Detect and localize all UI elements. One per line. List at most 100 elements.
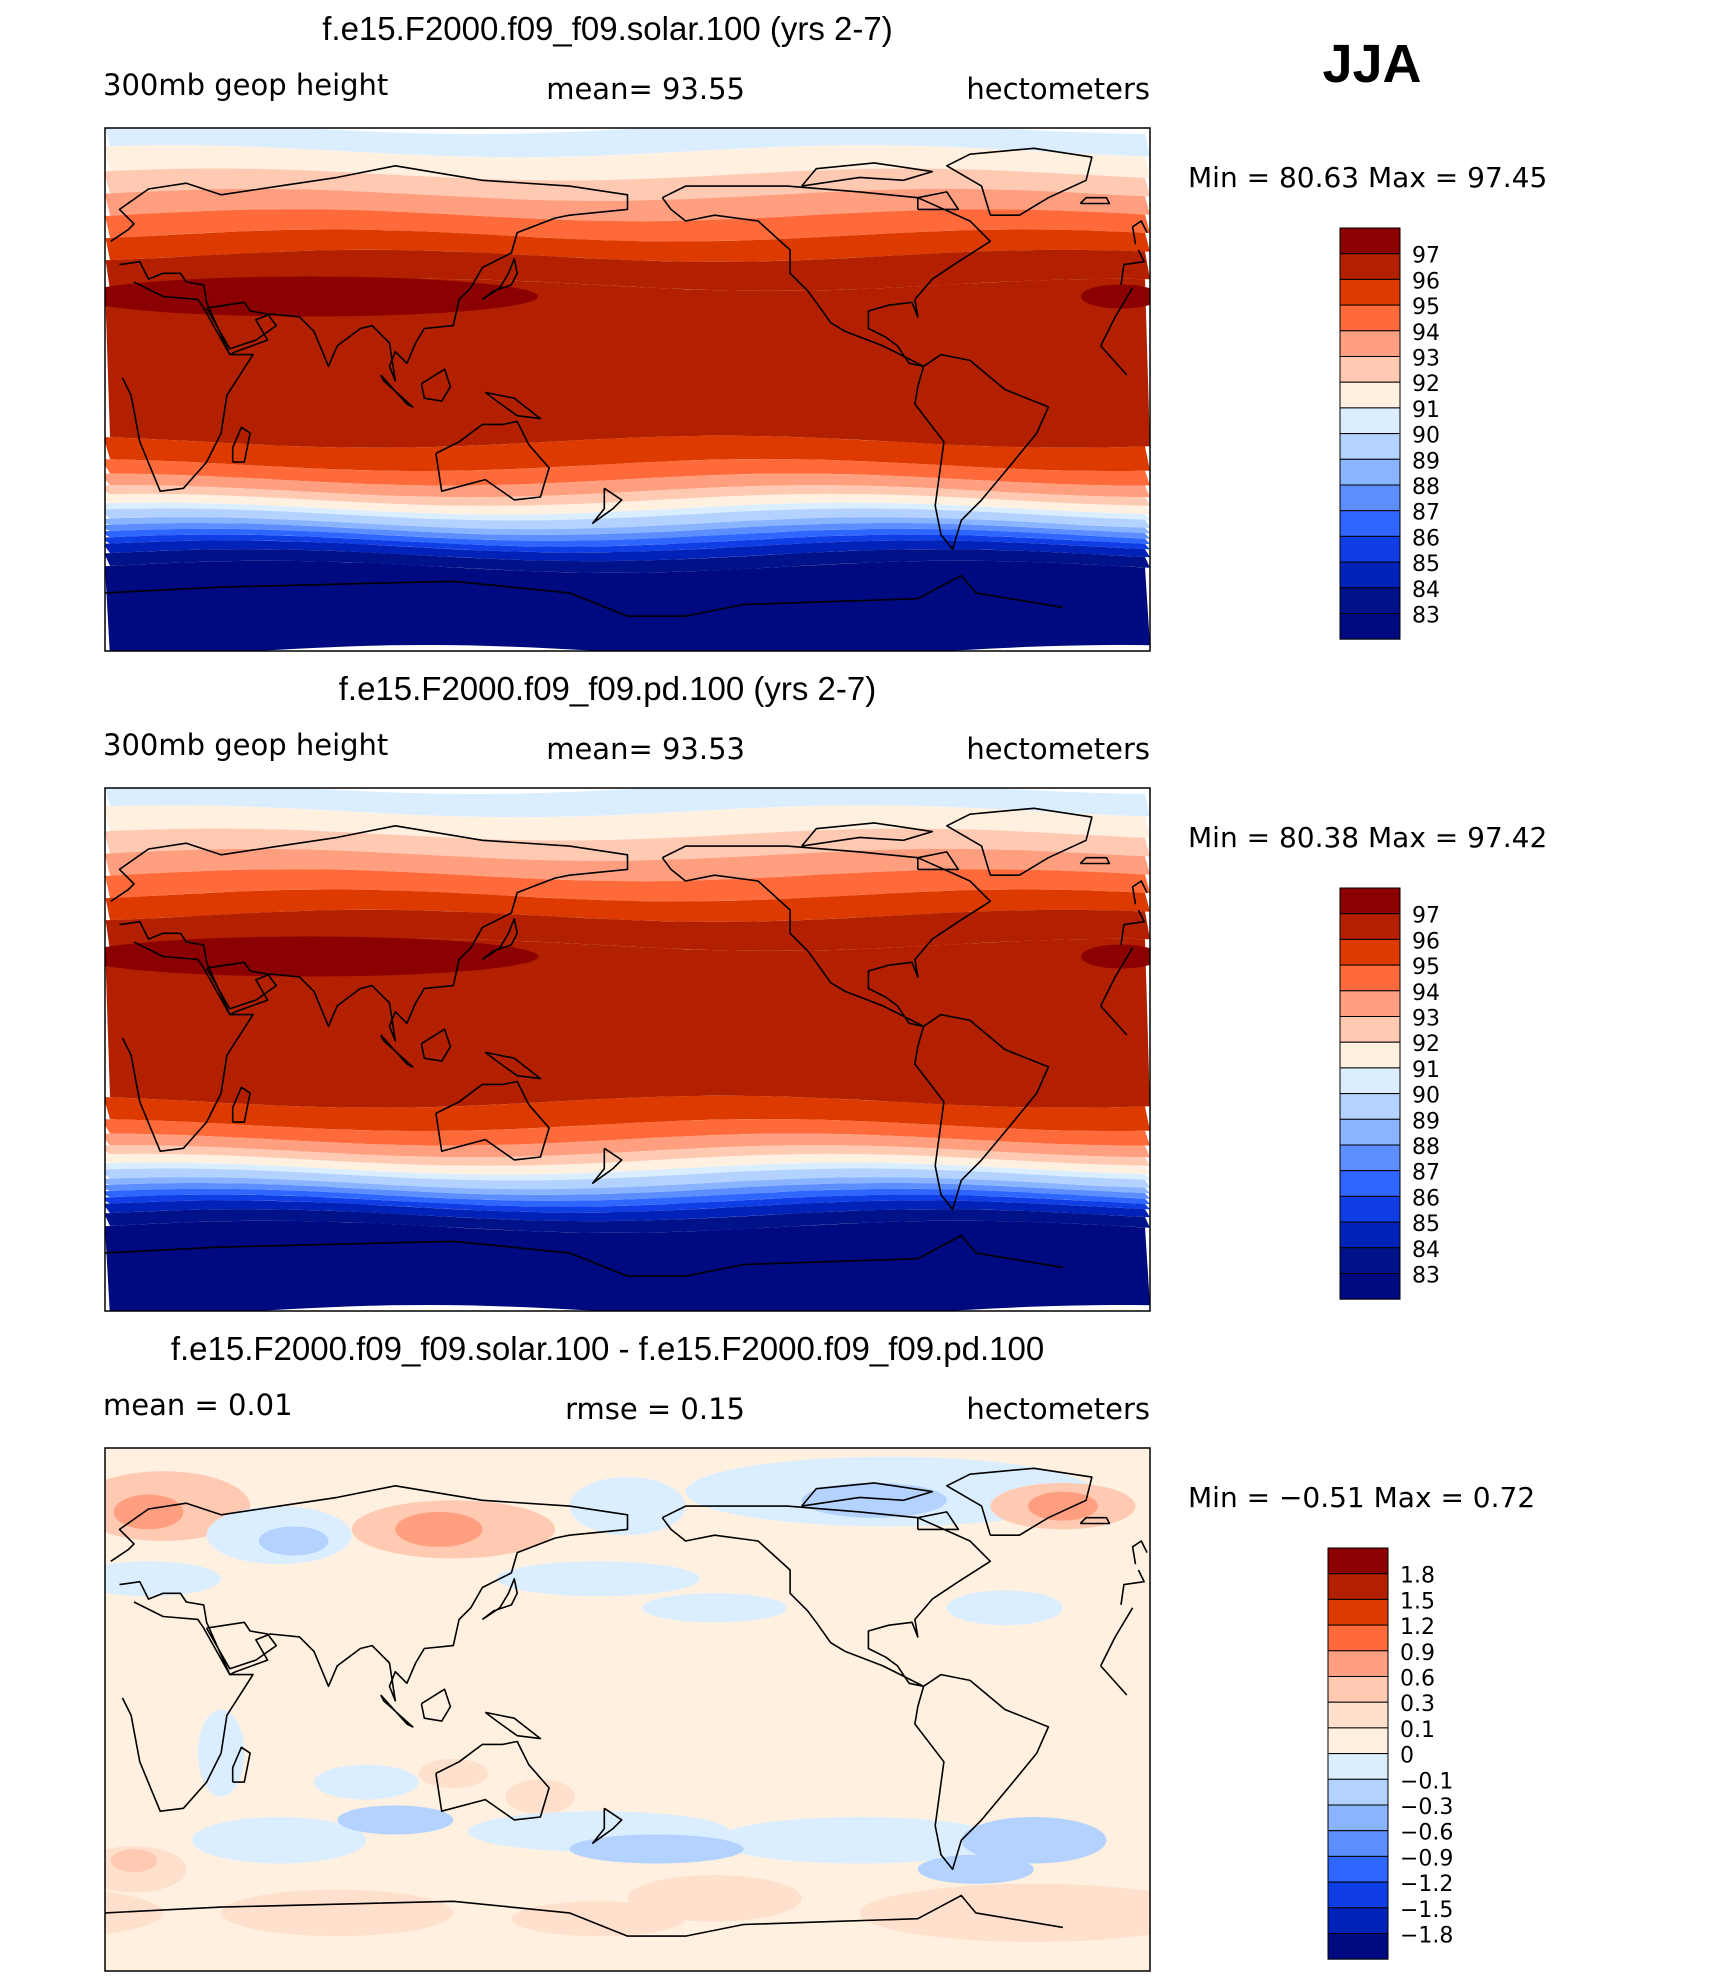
colorbar-segment [1339,1067,1401,1095]
colorbar-segment [1327,1753,1389,1780]
colorbar-label: 95 [1412,295,1440,320]
field-band [105,889,1150,922]
field-anomaly [113,1494,184,1530]
colorbar-label: 1.5 [1400,1589,1435,1614]
colorbar-segment [1327,1650,1389,1678]
panel-pd: f.e15.F2000.f09_f09.pd.100 (yrs 2-7) 300m… [103,670,1547,1312]
field-band [105,540,1150,562]
field-band [105,1200,1150,1222]
colorbar-segment [1339,253,1401,280]
field-band [105,1095,1150,1131]
field-band [105,1220,1150,1311]
colorbar-segment [1327,1624,1389,1652]
field-max-region [105,936,539,977]
colorbar-segment [1339,561,1401,589]
colorbar-label: 93 [1412,1007,1440,1032]
colorbar-label: 96 [1412,269,1440,294]
season-label: JJA [1322,34,1421,94]
field-anomaly [714,1817,1005,1864]
colorbar-label: 87 [1412,1161,1440,1186]
field-anomaly [569,1834,744,1864]
colorbar-label: 86 [1412,1186,1440,1211]
field-band [105,229,1150,262]
map-frame [104,127,1151,652]
colorbar-label: 0.9 [1400,1641,1435,1666]
field-band [105,493,1150,515]
colorbar-segment [1339,433,1401,460]
colorbar-label: 83 [1412,604,1440,629]
colorbar-segment [1339,381,1401,409]
panel-units: hectometers [966,1392,1150,1426]
field-anomaly [192,1817,367,1864]
colorbar-label: 90 [1412,424,1440,449]
colorbar-label: 0 [1400,1744,1414,1769]
colorbar-label: 91 [1412,1058,1440,1083]
colorbar-segment [1327,1881,1389,1909]
map [105,128,1150,651]
colorbar-segment [1339,1273,1401,1300]
colorbar-segment [1339,356,1401,383]
field-band [105,1162,1150,1181]
field-max-region [1080,284,1150,309]
field-anomaly [221,1889,454,1937]
colorbar-segment [1339,964,1401,992]
field-band [105,938,1150,1108]
field-anomaly [505,1779,576,1815]
colorbar-label: −0.1 [1400,1769,1453,1794]
panel-title: f.e15.F2000.f09_f09.pd.100 (yrs 2-7) [339,670,877,707]
field-band [105,549,1150,573]
field-band [105,1145,1150,1166]
field-band [105,435,1150,471]
field-anomaly [642,1593,788,1623]
colorbar-label: 89 [1412,449,1440,474]
colorbar-label: 86 [1412,526,1440,551]
panel-center-label: rmse = 0.15 [565,1392,745,1426]
colorbar-segment [1339,535,1401,563]
colorbar-segment [1327,1778,1389,1806]
colorbar-segment [1339,1144,1401,1172]
field-band [105,517,1150,535]
field-max-region [105,276,539,317]
field-band [105,1183,1150,1201]
field-anomaly [418,1758,489,1788]
field-band [105,249,1150,291]
panel-title: f.e15.F2000.f09_f09.solar.100 - f.e15.F2… [171,1330,1044,1367]
colorbar-label: 85 [1412,552,1440,577]
field-anomaly [801,1482,947,1518]
field-anomaly [258,1526,329,1556]
colorbar-label: 92 [1412,372,1440,397]
field-anomaly [105,1891,164,1935]
field-band [105,508,1150,530]
colorbar-label: 1.8 [1400,1564,1435,1589]
colorbar-label: −0.3 [1400,1795,1453,1820]
field-anomaly [569,1477,686,1536]
colorbar-segment [1339,407,1401,435]
colorbar-segment [1339,304,1401,332]
colorbar-segment [1339,484,1401,512]
panel-center-label: mean= 93.53 [546,732,745,766]
colorbar-label: 95 [1412,955,1440,980]
field-band [105,828,1150,861]
field-anomaly [859,1883,1150,1942]
panel-solar: f.e15.F2000.f09_f09.solar.100 (yrs 2-7) 3… [103,10,1547,652]
colorbar-segment [1339,1016,1401,1043]
colorbar-segment [1327,1933,1389,1960]
colorbar-label: 94 [1412,981,1440,1006]
map [105,1448,1150,1971]
field-anomaly [337,1805,454,1835]
colorbar-segment [1327,1701,1389,1729]
field-band [105,1153,1150,1175]
colorbar-segment [1339,1118,1401,1146]
colorbar-label: 85 [1412,1212,1440,1237]
panel-minmax: Min = −0.51 Max = 0.72 [1188,1481,1535,1514]
field-band [105,534,1150,553]
panel-left-label: 300mb geop height [103,68,388,102]
colorbar-label: 91 [1412,398,1440,423]
colorbar-label: 97 [1412,904,1440,929]
colorbar-label: 0.1 [1400,1718,1435,1743]
colorbar-segment [1339,913,1401,940]
field-anomaly [917,1854,1034,1884]
panel-minmax: Min = 80.38 Max = 97.42 [1188,821,1547,854]
colorbar-label: 93 [1412,347,1440,372]
map [105,788,1150,1311]
